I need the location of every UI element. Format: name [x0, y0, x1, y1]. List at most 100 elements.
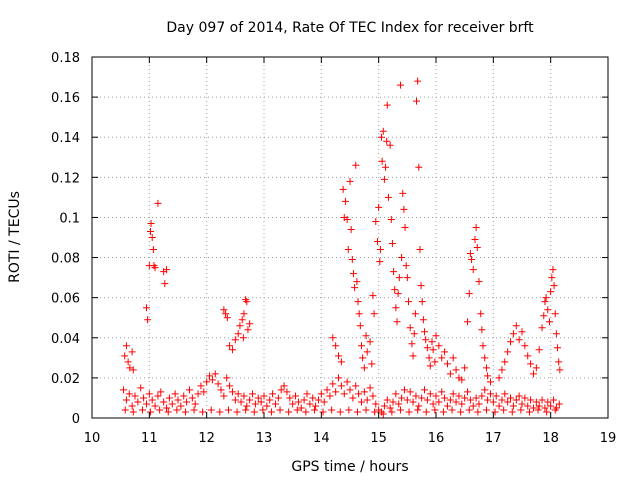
data-point	[122, 396, 130, 404]
data-point	[401, 223, 409, 231]
data-point	[393, 318, 401, 326]
data-point	[168, 400, 176, 408]
data-point	[372, 217, 380, 225]
data-point	[362, 332, 370, 340]
data-point	[410, 330, 418, 338]
data-point	[527, 360, 535, 368]
data-point	[129, 366, 137, 374]
data-point	[140, 394, 148, 402]
data-point	[504, 348, 512, 356]
data-point	[203, 378, 211, 386]
data-point	[345, 406, 353, 414]
data-point	[374, 238, 382, 246]
data-point	[400, 386, 408, 394]
data-point	[382, 163, 390, 171]
data-point	[416, 246, 424, 254]
data-point	[551, 310, 559, 318]
data-point	[489, 398, 497, 406]
data-point	[207, 406, 215, 414]
y-tick-label: 0.08	[51, 252, 80, 267]
data-point	[246, 396, 254, 404]
data-point	[276, 406, 284, 414]
y-tick-label: 0.14	[51, 131, 80, 146]
data-point	[501, 390, 509, 398]
data-point	[441, 348, 449, 356]
data-point	[267, 408, 275, 416]
data-point	[160, 398, 168, 406]
data-point	[532, 364, 540, 372]
data-point	[475, 278, 483, 286]
data-point	[244, 326, 252, 334]
data-point	[214, 380, 222, 388]
data-point	[337, 382, 345, 390]
data-point	[475, 400, 483, 408]
data-point	[441, 394, 449, 402]
data-point	[329, 380, 337, 388]
data-point	[412, 392, 420, 400]
data-point	[446, 370, 454, 378]
data-point	[306, 400, 314, 408]
data-point	[260, 392, 268, 400]
data-point	[540, 312, 548, 320]
data-point	[344, 246, 352, 254]
data-point	[404, 298, 412, 306]
data-point	[376, 246, 384, 254]
y-tick-label: 0.02	[51, 372, 80, 387]
data-point	[399, 189, 407, 197]
data-point	[438, 354, 446, 362]
data-point	[142, 304, 150, 312]
data-point	[310, 406, 318, 414]
data-point	[335, 374, 343, 382]
data-point	[415, 402, 423, 410]
data-point	[383, 101, 391, 109]
data-point	[390, 268, 398, 276]
data-point	[238, 316, 246, 324]
data-point	[458, 400, 466, 408]
data-point	[472, 394, 480, 402]
data-point	[378, 133, 386, 141]
data-point	[464, 318, 472, 326]
data-point	[554, 344, 562, 352]
data-point	[293, 406, 301, 414]
data-point	[466, 396, 474, 404]
data-point	[509, 402, 517, 410]
data-point	[197, 382, 205, 390]
data-point	[379, 127, 387, 135]
data-point	[398, 254, 406, 262]
data-point	[366, 338, 374, 346]
data-point	[124, 358, 132, 366]
data-point	[414, 406, 422, 414]
data-point	[289, 400, 297, 408]
x-tick-label: 15	[370, 431, 387, 446]
data-point	[286, 394, 294, 402]
data-point	[312, 402, 320, 410]
data-point	[228, 346, 236, 354]
data-point	[148, 234, 156, 241]
data-point	[329, 334, 337, 342]
data-point	[319, 408, 327, 416]
data-point	[240, 392, 248, 400]
data-point	[542, 294, 550, 302]
data-point	[550, 396, 558, 404]
data-point	[449, 354, 457, 362]
data-point	[538, 396, 546, 404]
axis-ticks: 10 11 12 13 14 15 16 17 18 19 0 0.02 0.04 0.06 0.08 0.1…	[51, 51, 616, 446]
data-point	[266, 396, 274, 404]
y-axis-label: ROTI / TECUs	[7, 191, 23, 283]
data-point	[349, 270, 357, 278]
data-point	[443, 402, 451, 410]
data-point	[332, 388, 340, 396]
data-point	[154, 199, 162, 207]
data-point	[163, 404, 171, 412]
data-point	[269, 390, 277, 398]
data-point	[555, 358, 563, 366]
data-point	[222, 310, 230, 318]
data-point	[538, 324, 546, 332]
data-point	[417, 282, 425, 290]
data-point	[409, 352, 417, 360]
chart-title: Day 097 of 2014, Rate Of TEC Index for r…	[166, 20, 534, 36]
data-point	[409, 398, 417, 406]
data-point	[339, 185, 347, 193]
data-point	[535, 346, 543, 354]
